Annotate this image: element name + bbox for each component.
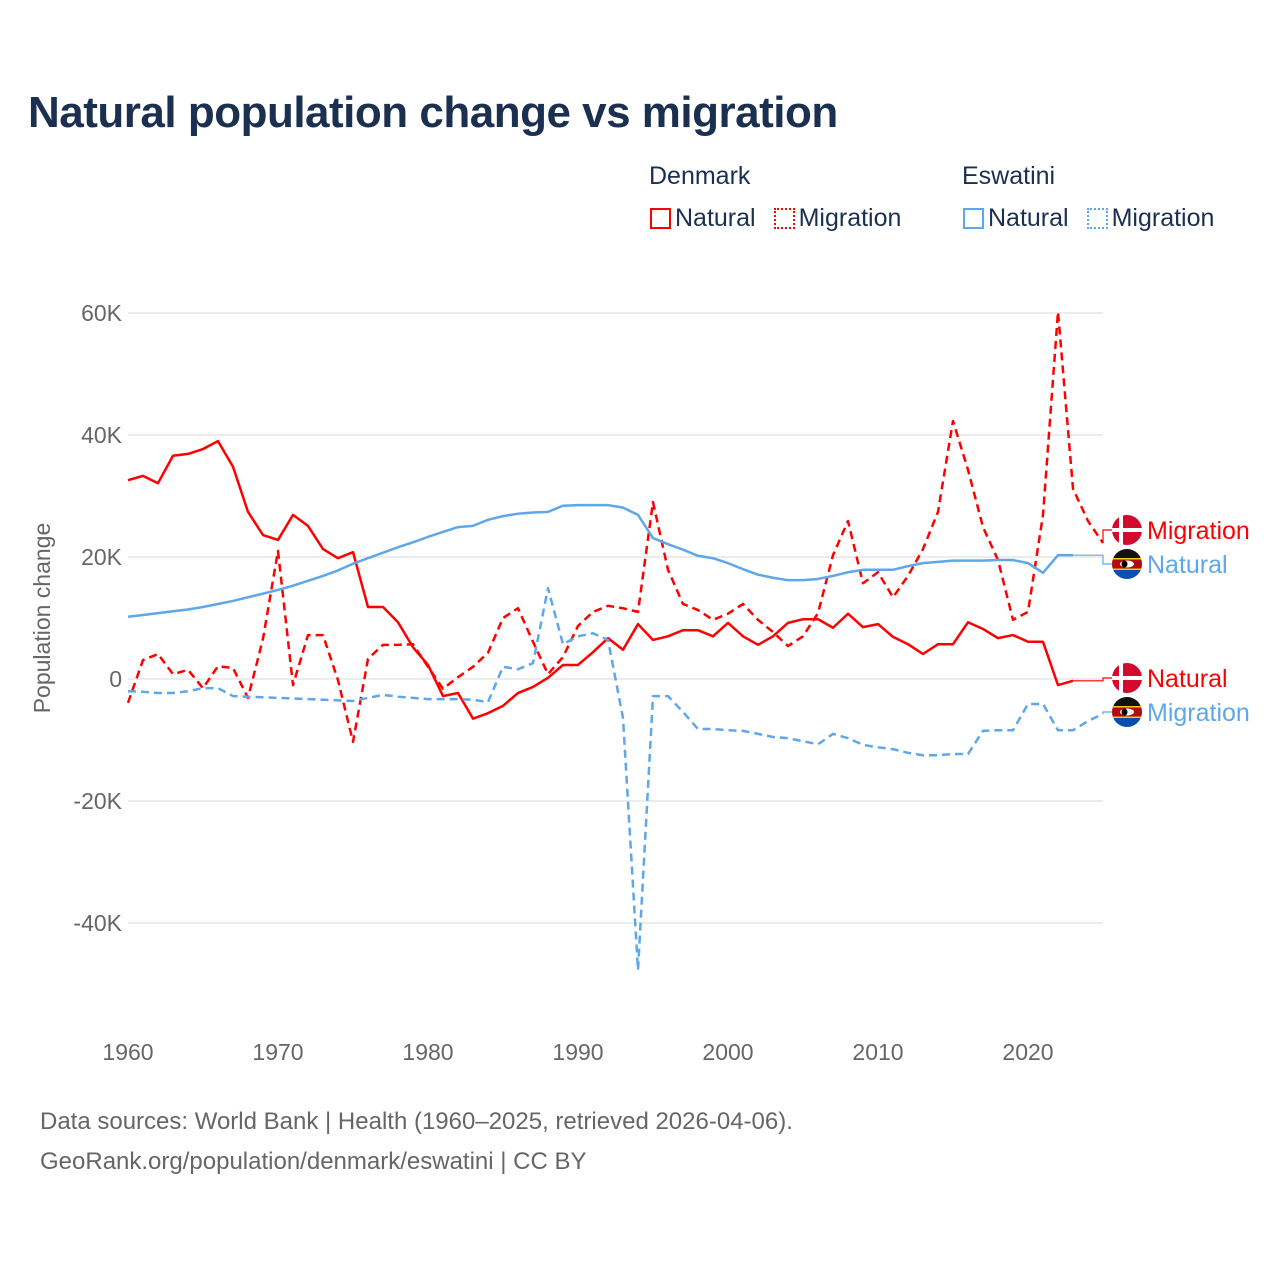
legend-item-denmark-migration[interactable]: Migration <box>773 204 902 233</box>
flag-body <box>1112 549 1142 579</box>
flag-shield <box>1121 708 1128 716</box>
end-label-denmark-natural: Natural <box>1147 665 1228 693</box>
x-tick-label: 1960 <box>102 1039 153 1065</box>
flag-stripe <box>1112 570 1142 579</box>
denmark-flag-icon <box>1112 549 1142 579</box>
dotted-swatch-icon <box>1086 208 1108 229</box>
legend-eswatini: Natural Migration <box>963 204 1232 233</box>
eswatini-flag-icon <box>1112 697 1142 727</box>
y-tick-label: 20K <box>81 544 123 570</box>
legend-group-denmark: Denmark <box>649 162 751 190</box>
legend-label: Natural <box>988 204 1069 232</box>
flag-shield <box>1121 560 1128 568</box>
x-tick-label: 2020 <box>1002 1039 1053 1065</box>
legend-item-eswatini-natural[interactable]: Natural <box>963 204 1069 233</box>
y-tick-label: 0 <box>109 666 122 692</box>
y-axis-label: Population change <box>29 523 55 714</box>
y-tick-label: -40K <box>73 910 122 936</box>
footer-attribution: GeoRank.org/population/denmark/eswatini … <box>40 1148 587 1175</box>
x-tick-label: 1970 <box>252 1039 303 1065</box>
end-label-eswatini-migration: Migration <box>1147 699 1250 727</box>
line-chart: -40K -20K 0 20K 40K 60K 1960 1970 1980 1990 2000 20… <box>29 300 1250 1065</box>
label-connector <box>1102 529 1112 543</box>
flag-stripe <box>1112 718 1142 727</box>
chart-title: Natural population change vs migration <box>28 88 838 137</box>
end-label-eswatini-natural: Natural <box>1147 551 1228 579</box>
label-connector <box>1102 711 1112 714</box>
legend-label: Natural <box>675 204 756 232</box>
footer-sources: Data sources: World Bank | Health (1960–… <box>40 1108 793 1135</box>
series-line-eswatini-migration <box>127 586 1104 972</box>
y-tick-label: 60K <box>81 300 123 326</box>
x-tick-label: 2010 <box>852 1039 903 1065</box>
eswatini-flag-icon <box>1112 515 1142 545</box>
dotted-swatch-icon <box>773 208 795 229</box>
flag-stripe <box>1112 697 1142 706</box>
x-tick-label: 1980 <box>402 1039 453 1065</box>
legend-label: Migration <box>1111 204 1215 232</box>
label-connector <box>1073 554 1112 565</box>
x-tick-label: 2000 <box>702 1039 753 1065</box>
x-tick-label: 1990 <box>552 1039 603 1065</box>
end-label-denmark-migration: Migration <box>1147 517 1250 545</box>
series-line-eswatini-natural <box>127 503 1073 619</box>
series-line-denmark-natural <box>127 439 1074 720</box>
legend-item-eswatini-migration[interactable]: Migration <box>1086 204 1215 233</box>
label-connector <box>1073 677 1112 682</box>
y-tick-label: -20K <box>73 788 122 814</box>
legend-denmark: Natural Migration <box>650 204 919 233</box>
series-line-denmark-migration <box>126 310 1105 744</box>
flag-cross <box>1112 528 1142 532</box>
flag-body <box>1112 697 1142 727</box>
legend-group-eswatini: Eswatini <box>962 162 1056 190</box>
flag-cross <box>1112 676 1142 680</box>
legend-label: Migration <box>798 204 902 232</box>
flag-stripe <box>1112 549 1142 558</box>
solid-swatch-icon <box>650 208 671 229</box>
legend-item-denmark-natural[interactable]: Natural <box>650 204 756 233</box>
y-tick-label: 40K <box>81 422 123 448</box>
denmark-flag-icon <box>1112 663 1142 693</box>
solid-swatch-icon <box>963 208 984 229</box>
